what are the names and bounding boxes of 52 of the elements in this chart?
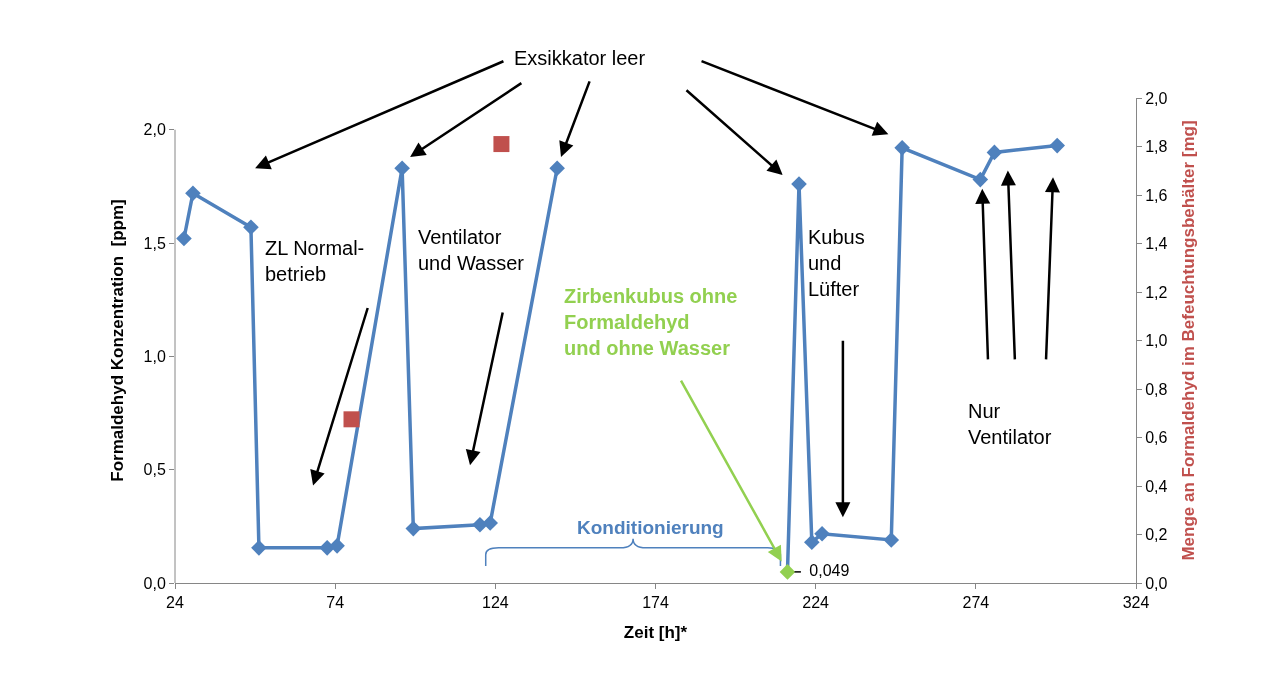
y2-tick-label: 1,8: [1145, 138, 1168, 156]
data-label: 0,049: [795, 561, 850, 579]
y2-tick-label: 1,4: [1145, 235, 1168, 253]
point: [251, 540, 267, 556]
annotation: Kubus und Lüfter: [808, 226, 865, 300]
point: [185, 185, 201, 201]
point: [779, 564, 796, 580]
x-tick-label: 24: [166, 594, 184, 612]
x-tick-label: 74: [326, 594, 345, 612]
x-axis-title: Zeit [h]*: [623, 622, 688, 642]
point: [883, 532, 900, 548]
y2-tick-label: 0,4: [1145, 477, 1168, 495]
y-tick-label: 1,5: [143, 234, 166, 252]
point: [814, 526, 830, 542]
y2-axis-title: Menge an Formaldehyd im Befeuchtungsbehälter [mg]: [1178, 120, 1198, 561]
annotation: Konditionierung: [577, 517, 724, 538]
x-tick-label: 274: [962, 594, 990, 612]
x-tick-label: 324: [1122, 594, 1150, 612]
annotation: ZL Normal- betrieb: [265, 237, 365, 285]
y-tick-label: 0,5: [143, 461, 166, 479]
annotation: Ventilator und Wasser: [418, 226, 525, 274]
point: [972, 171, 989, 188]
point: [329, 538, 345, 554]
y2-tick-label: 1,2: [1145, 283, 1168, 301]
point: [791, 176, 807, 192]
y-tick-label: 0,0: [143, 574, 166, 592]
y-axis-title: Formaldehyd Konzentration [ppm]: [108, 199, 128, 482]
y2-tick-label: 0,8: [1145, 380, 1168, 398]
point: [804, 534, 820, 551]
x-tick-label: 124: [481, 594, 509, 612]
point: [472, 516, 488, 533]
y2-tick-label: 0,0: [1145, 574, 1168, 592]
y2-tick-label: 0,6: [1145, 429, 1168, 447]
y2-tick-label: 0,2: [1145, 526, 1168, 544]
y2-tick-label: 2,0: [1145, 89, 1168, 107]
point: [176, 230, 192, 247]
x-tick-label: 174: [642, 594, 669, 612]
point: [405, 520, 422, 537]
point: [549, 160, 565, 177]
point: [1049, 137, 1065, 154]
y-tick-label: 2,0: [143, 121, 166, 139]
text: Exsikkator leer: [514, 47, 646, 69]
annotation: Nur Ventilator: [968, 400, 1052, 448]
y2-tick-label: 1,6: [1145, 186, 1168, 204]
y-tick-label: 1,0: [143, 347, 166, 365]
y2-tick-label: 1,0: [1145, 332, 1168, 350]
point: [986, 144, 1003, 161]
annotation: Zirbenkubus ohne Formaldehyd und ohne Wasser: [564, 285, 738, 359]
x-tick-label: 224: [802, 594, 830, 612]
point: [482, 515, 499, 531]
point: [894, 140, 910, 156]
point: [243, 219, 259, 235]
